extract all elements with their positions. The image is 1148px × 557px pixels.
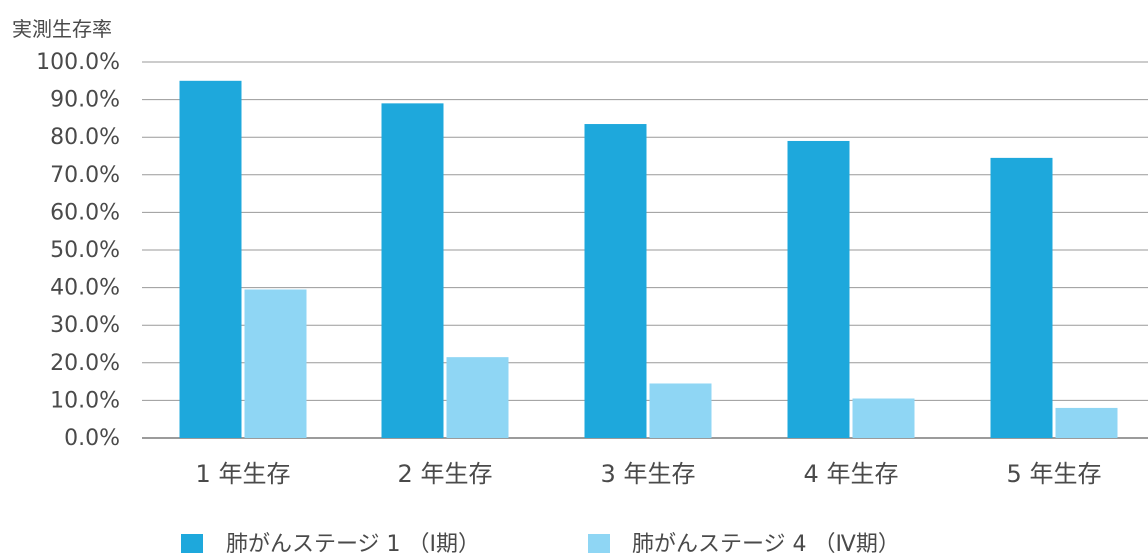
y-tick-label: 100.0% [36,50,120,75]
y-tick-label: 20.0% [50,351,120,376]
bar-series-1-4 [787,140,850,438]
bar-series-1-5 [990,157,1053,438]
legend-swatch [181,534,203,556]
bar-series-2-5 [1055,407,1118,438]
x-tick-label: 4 年生存 [804,460,899,488]
axes: 実測生存率 0.0% 10.0% 20.0% 30.0% 40.0% 50.0% 60.0%… [12,17,1101,488]
bar-series-2-3 [649,383,712,438]
legend-label: 肺がんステージ 1 （Ⅰ期） [226,532,480,553]
x-tick-label: 5 年生存 [1007,460,1102,488]
bar-series-2-4 [852,398,915,438]
bar-series-2-1 [244,289,307,438]
y-tick-label: 0.0% [64,426,120,451]
bar-series-1-2 [381,103,444,439]
y-tick-label: 30.0% [50,313,120,338]
bars [179,80,1118,439]
x-tick-label: 3 年生存 [601,460,696,488]
y-tick-label: 50.0% [50,238,120,263]
y-tick-label: 10.0% [50,388,120,413]
bar-series-1-3 [584,124,647,438]
x-tick-label: 2 年生存 [398,460,493,488]
x-tick-label: 1 年生存 [196,460,291,488]
y-tick-label: 70.0% [50,163,120,188]
legend-label: 肺がんステージ 4 （Ⅳ期） [632,532,900,553]
legend: 肺がんステージ 1 （Ⅰ期） 肺がんステージ 4 （Ⅳ期） [181,532,900,557]
y-axis-label: 実測生存率 [12,17,112,41]
y-tick-label: 80.0% [50,125,120,150]
bar-series-1-1 [179,80,242,439]
bar-series-2-2 [446,357,509,438]
y-tick-label: 60.0% [50,200,120,225]
y-tick-label: 40.0% [50,276,120,301]
y-tick-label: 90.0% [50,88,120,113]
legend-swatch [588,534,610,556]
